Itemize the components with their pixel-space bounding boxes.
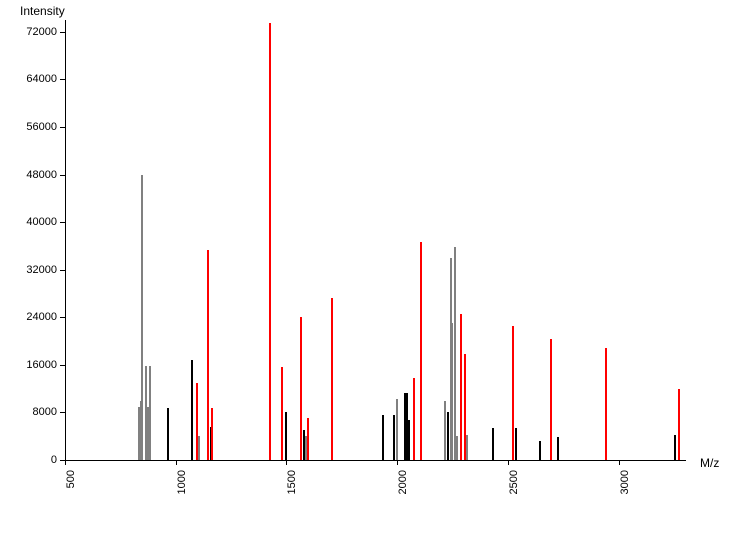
x-tick-label: 3000 — [619, 470, 631, 510]
y-tick-label: 0 — [17, 454, 57, 466]
spectrum-peak — [460, 314, 462, 460]
x-tick-label: 2500 — [508, 470, 520, 510]
spectrum-peak — [393, 415, 395, 460]
y-tick-label: 24000 — [17, 311, 57, 323]
y-tick-label: 48000 — [17, 169, 57, 181]
x-tick-label: 500 — [65, 470, 77, 510]
spectrum-peak — [447, 412, 449, 460]
spectrum-peak — [456, 436, 458, 460]
spectrum-peak — [413, 378, 415, 460]
spectrum-peak — [466, 435, 468, 460]
x-tick-mark — [286, 460, 287, 465]
spectrum-peak — [207, 250, 209, 460]
spectrum-peak — [300, 317, 302, 460]
spectrum-peak — [281, 367, 283, 460]
spectrum-peak — [307, 418, 309, 460]
y-tick-mark — [60, 317, 65, 318]
spectrum-peak — [454, 247, 456, 460]
spectrum-peak — [420, 242, 422, 460]
spectrum-peak — [269, 23, 271, 460]
x-tick-mark — [65, 460, 66, 465]
spectrum-peak — [396, 399, 398, 460]
spectrum-peak — [149, 366, 151, 460]
x-axis-label: M/z — [700, 456, 719, 470]
mass-spectrum-chart: Intensity M/z 0 8000 16000 24000 32000 40000 4… — [0, 0, 750, 540]
spectrum-peak — [605, 348, 607, 460]
y-axis-label: Intensity — [20, 4, 65, 18]
x-tick-mark — [619, 460, 620, 465]
spectrum-peak — [141, 175, 143, 460]
spectrum-peak — [382, 415, 384, 460]
y-tick-label: 8000 — [17, 406, 57, 418]
y-tick-mark — [60, 270, 65, 271]
y-tick-mark — [60, 365, 65, 366]
y-tick-label: 64000 — [17, 73, 57, 85]
spectrum-peak — [515, 428, 517, 460]
y-tick-label: 56000 — [17, 121, 57, 133]
x-tick-label: 2000 — [397, 470, 409, 510]
spectrum-peak — [305, 436, 307, 460]
spectrum-peak — [539, 441, 541, 460]
spectrum-peak — [678, 389, 680, 460]
y-tick-mark — [60, 222, 65, 223]
spectrum-peak — [167, 408, 169, 460]
spectrum-peak — [550, 339, 552, 460]
y-tick-mark — [60, 175, 65, 176]
y-tick-label: 16000 — [17, 359, 57, 371]
spectrum-peak — [198, 436, 200, 460]
y-tick-mark — [60, 79, 65, 80]
plot-area — [65, 20, 686, 461]
spectrum-peak — [331, 298, 333, 460]
x-tick-label: 1500 — [286, 470, 298, 510]
y-tick-mark — [60, 127, 65, 128]
spectrum-peak — [674, 435, 676, 460]
y-tick-mark — [60, 412, 65, 413]
spectrum-peak — [408, 420, 410, 460]
y-tick-label: 72000 — [17, 26, 57, 38]
spectrum-peak — [191, 360, 193, 460]
x-tick-label: 1000 — [176, 470, 188, 510]
spectrum-peak — [285, 412, 287, 460]
y-tick-label: 40000 — [17, 216, 57, 228]
spectrum-peak — [492, 428, 494, 460]
spectrum-peak — [211, 408, 213, 460]
y-tick-mark — [60, 32, 65, 33]
y-tick-label: 32000 — [17, 264, 57, 276]
x-tick-mark — [176, 460, 177, 465]
x-tick-mark — [508, 460, 509, 465]
x-tick-mark — [397, 460, 398, 465]
spectrum-peak — [444, 401, 446, 460]
spectrum-peak — [557, 437, 559, 460]
